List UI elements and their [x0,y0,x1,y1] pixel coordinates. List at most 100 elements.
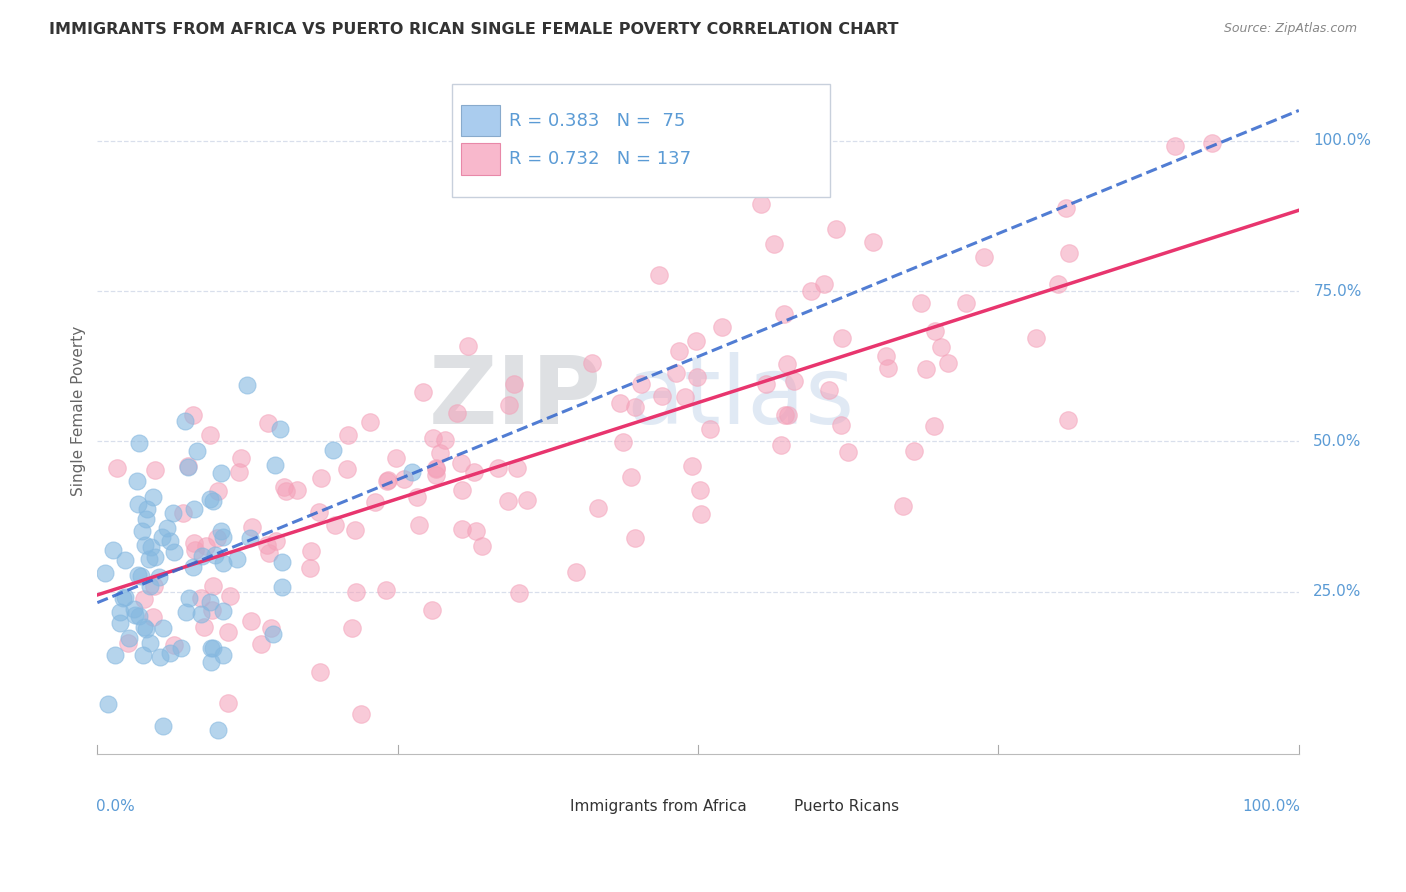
Point [128,436,150,450]
Point [150,530,173,544]
Point [914,361,936,376]
Point [772,307,794,321]
Point [207,531,229,545]
Point [875,349,897,363]
Point [1054,201,1077,215]
Point [110,615,132,630]
Point [219,589,242,603]
Point [973,250,995,264]
Point [309,471,332,485]
Point [392,472,415,486]
Point [186,444,208,458]
Text: R = 0.383   N =  75: R = 0.383 N = 75 [509,112,686,129]
Point [184,543,207,558]
Point [212,530,235,544]
Point [239,532,262,546]
Point [181,408,204,422]
Point [97,697,120,711]
Point [134,591,156,606]
Point [1057,413,1080,427]
Point [107,461,129,475]
Point [200,641,222,656]
Point [179,591,201,605]
Point [910,296,932,310]
Point [648,268,671,283]
FancyBboxPatch shape [533,796,565,819]
Point [1047,277,1070,291]
Text: 25.0%: 25.0% [1313,584,1361,599]
Y-axis label: Single Female Poverty: Single Female Poverty [72,326,86,497]
Point [955,295,977,310]
Point [207,723,229,738]
Point [769,438,792,452]
Point [309,665,332,679]
Point [141,610,163,624]
Point [242,520,264,534]
Point [425,461,447,475]
Text: Immigrants from Africa: Immigrants from Africa [569,799,747,814]
Point [929,340,952,354]
Point [903,444,925,458]
Point [132,619,155,633]
Point [276,483,298,498]
Point [94,566,117,580]
Point [190,607,212,621]
Point [138,635,160,649]
Point [699,422,721,436]
Text: 100.0%: 100.0% [1241,798,1301,814]
Point [336,462,359,476]
FancyBboxPatch shape [461,105,501,136]
Point [256,416,278,430]
Point [425,461,447,475]
Point [689,508,711,522]
Point [152,718,174,732]
Point [506,461,529,475]
Point [134,538,156,552]
Point [377,473,399,487]
Text: 50.0%: 50.0% [1313,434,1361,449]
Point [778,408,800,422]
Point [207,483,229,498]
Point [271,580,294,594]
Point [257,546,280,560]
Point [143,463,166,477]
Point [101,543,124,558]
Point [264,458,287,472]
Point [1057,245,1080,260]
Point [325,517,347,532]
Point [148,570,170,584]
Point [239,614,262,628]
Point [322,442,344,457]
Point [129,569,152,583]
Text: atlas: atlas [626,351,855,443]
Point [173,414,195,428]
Point [202,640,225,655]
Point [159,646,181,660]
Point [111,591,134,605]
Point [195,539,218,553]
Point [586,500,609,515]
Point [262,627,284,641]
Point [131,648,153,662]
Point [749,196,772,211]
Point [135,512,157,526]
Point [264,533,287,548]
Point [457,339,479,353]
Point [127,497,149,511]
Point [359,415,381,429]
Point [429,446,451,460]
Point [1025,331,1047,345]
Point [308,505,330,519]
Point [498,493,520,508]
Point [217,625,239,640]
Point [149,649,172,664]
Point [385,450,408,465]
Point [673,391,696,405]
Point [831,331,853,345]
Point [401,465,423,479]
Point [181,560,204,574]
Point [183,535,205,549]
Point [651,389,673,403]
Point [204,548,226,562]
Point [668,343,690,358]
